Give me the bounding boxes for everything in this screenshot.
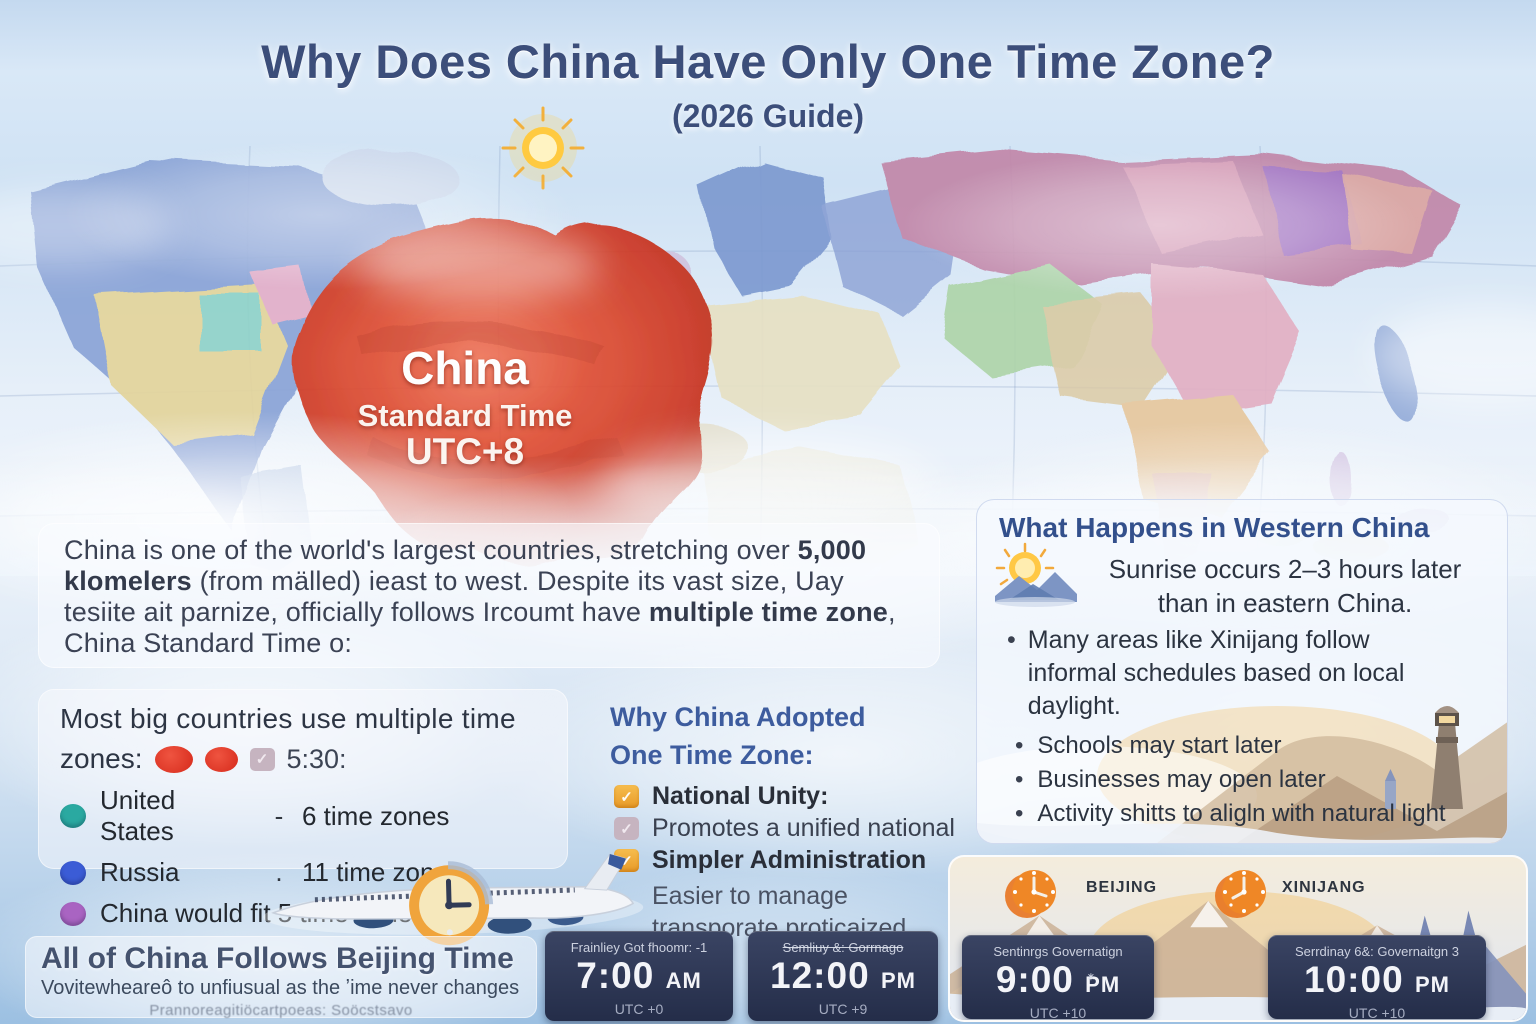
sunrise-text: Sunrise occurs 2–3 hours later than in e… xyxy=(1108,554,1462,618)
country-sep: . xyxy=(275,857,283,887)
country-row: Russia . 11 time zones xyxy=(60,857,546,888)
bullet-icon: • xyxy=(1007,626,1016,654)
city-label-xinjiang: XINIJANG xyxy=(1282,879,1366,896)
decorative-mark: ✳ xyxy=(1087,972,1096,982)
time-value: 10:00 xyxy=(1304,959,1404,1000)
bullet-icon: • xyxy=(1015,800,1024,827)
time-card-utc: UTC +10 xyxy=(1348,1005,1406,1021)
time-card-utc: UTC +10 xyxy=(1029,1005,1087,1021)
countries-heading-line2: zones: ✓ 5:30: xyxy=(60,743,546,775)
meridiem-text: PM xyxy=(1085,972,1121,997)
adopted-heading-line1: Why China Adopted xyxy=(610,702,866,732)
time-value: 12:00 xyxy=(770,955,870,996)
adopted-item-label: Simpler Administration xyxy=(652,846,927,874)
country-dot xyxy=(60,860,86,885)
time-card-1: Frainliey Got fhoomr: -1 7:00 AM UTC +0 xyxy=(545,931,733,1021)
western-bullet-text: Many areas like Xinijang follow informal… xyxy=(1027,626,1405,720)
western-bullet: • Many areas like Xinijang follow inform… xyxy=(1007,624,1437,723)
country-zones: 6 time zones xyxy=(302,800,450,831)
western-bullet: • Schools may start later xyxy=(1015,732,1282,760)
time-card-label: Serrdinay 6&: Governaitgn 3 xyxy=(1294,944,1460,959)
country-name: Russia xyxy=(100,857,180,887)
time-card-3: Sentinrgs Governatign 9:00 ✳ PM UTC +10 xyxy=(962,935,1154,1021)
time-card-time: 9:00 ✳ PM xyxy=(962,961,1154,1004)
city-label-beijing: BEIJING xyxy=(1086,879,1158,896)
intro-seg: (from mälled) ieast to west. Despite its… xyxy=(64,566,844,627)
clock-icon xyxy=(409,861,494,946)
red-oval-icon xyxy=(204,746,238,772)
sun-icon xyxy=(501,106,585,190)
xinjiang-clock-icon xyxy=(1215,870,1266,918)
time-card-label: Frainliey Got fhoomr: -1 xyxy=(570,940,708,955)
checkbox-icon: ✓ xyxy=(614,817,639,840)
adopted-detail-line1: Easier to manage xyxy=(652,882,848,910)
intro-seg-bold: 5,000 klomelers xyxy=(64,535,867,596)
time-card-meridiem: AM xyxy=(665,968,702,993)
bullet-icon: • xyxy=(1015,766,1024,793)
time-card-label: Semliuy &: Gorrnago xyxy=(782,940,904,955)
time-value: 9:00 xyxy=(995,959,1074,1000)
beijing-clock-icon xyxy=(1005,870,1056,918)
adopted-item: ✓ Promotes a unified national xyxy=(614,814,955,843)
adopted-heading-line2: One Time Zone: xyxy=(610,740,814,770)
country-dot xyxy=(60,901,86,926)
banner-heading: All of China Follows Beijing Time xyxy=(41,942,514,975)
page-title: Why Does China Have Only One Time Zone? xyxy=(261,35,1275,88)
western-bullet: • Activity shitts to aligln with natural… xyxy=(1015,800,1446,828)
beijing-banner: All of China Follows Beijing Time Vovite… xyxy=(25,936,537,1019)
legend-time-badge: 5:30: xyxy=(286,743,347,774)
countries-heading-line1: Most big countries use multiple time xyxy=(60,703,516,734)
time-card-meridiem: PM xyxy=(1414,972,1450,997)
adopted-item-label: National Unity: xyxy=(652,782,829,810)
china-label-line2: Standard Time xyxy=(358,398,573,433)
adopted-item-label: Promotes a unified national xyxy=(652,814,955,842)
western-china-panel: What Happens in Western China Sunrise oc… xyxy=(976,499,1508,844)
intro-seg: , China Standard Time o: xyxy=(64,597,896,658)
sunrise-icon xyxy=(995,542,1077,607)
bullet-icon: • xyxy=(1015,732,1024,759)
time-card-time: 7:00 AM xyxy=(545,957,733,1000)
western-bullet: • Businesses may open later xyxy=(1015,766,1326,794)
banner-subtext: Vovitewheareô to unfiusual as the ʼime n… xyxy=(41,977,520,999)
intro-seg-bold: multiple time zone xyxy=(648,597,888,627)
adopted-item: ✓ National Unity: xyxy=(614,782,828,811)
time-card-4: Serrdinay 6&: Governaitgn 3 10:00 PM UTC… xyxy=(1268,935,1486,1021)
time-card-time: 12:00 PM xyxy=(748,957,938,1000)
china-label-line1: China xyxy=(401,342,529,394)
country-sep: - xyxy=(274,800,284,831)
adopted-item: ✓ Simpler Administration xyxy=(614,846,926,875)
page-subtitle: (2026 Guide) xyxy=(671,98,865,134)
countries-panel: Most big countries use multiple time zon… xyxy=(38,689,568,928)
time-card-meridiem: ✳ PM xyxy=(1085,972,1120,997)
western-bullet-text: Businesses may open later xyxy=(1037,766,1326,793)
time-card-utc: UTC +0 xyxy=(614,1001,664,1017)
time-card-meridiem: PM xyxy=(880,968,916,993)
country-row: United States - 6 time zones xyxy=(60,785,546,847)
banner-fineprint: Prannoreagitiöcartpoeas: Soöcstsavo xyxy=(149,1002,413,1019)
intro-seg: China is one of the world's largest coun… xyxy=(64,535,798,565)
country-dot xyxy=(60,804,86,828)
western-bullet-text: Schools may start later xyxy=(1037,732,1282,759)
clock-panel: BEIJING XINIJANG Sentinrgs Governatign 9… xyxy=(948,855,1528,1022)
adopted-section: Why China Adopted One Time Zone: ✓ Natio… xyxy=(610,698,970,942)
checkbox-checked-icon: ✓ xyxy=(614,785,639,808)
time-card-time: 10:00 PM xyxy=(1268,961,1486,1004)
checkbox-icon: ✓ xyxy=(249,747,275,771)
time-card-utc: UTC +9 xyxy=(818,1001,868,1017)
intro-panel: China is one of the world's largest coun… xyxy=(38,523,940,668)
intro-text: China is one of the world's largest coun… xyxy=(64,535,914,659)
airplane-illustration xyxy=(263,853,644,946)
time-card-2: Semliuy &: Gorrnago 12:00 PM UTC +9 xyxy=(748,931,938,1021)
china-label-line3: UTC+8 xyxy=(406,431,524,472)
time-value: 7:00 xyxy=(576,955,655,996)
red-oval-icon xyxy=(154,745,193,773)
time-card-label: Sentinrgs Governatign xyxy=(993,944,1123,959)
western-bullet-text: Activity shitts to aligln with natural l… xyxy=(1037,800,1446,827)
countries-heading-zones: zones: xyxy=(60,743,143,774)
country-name: United States xyxy=(100,785,176,846)
